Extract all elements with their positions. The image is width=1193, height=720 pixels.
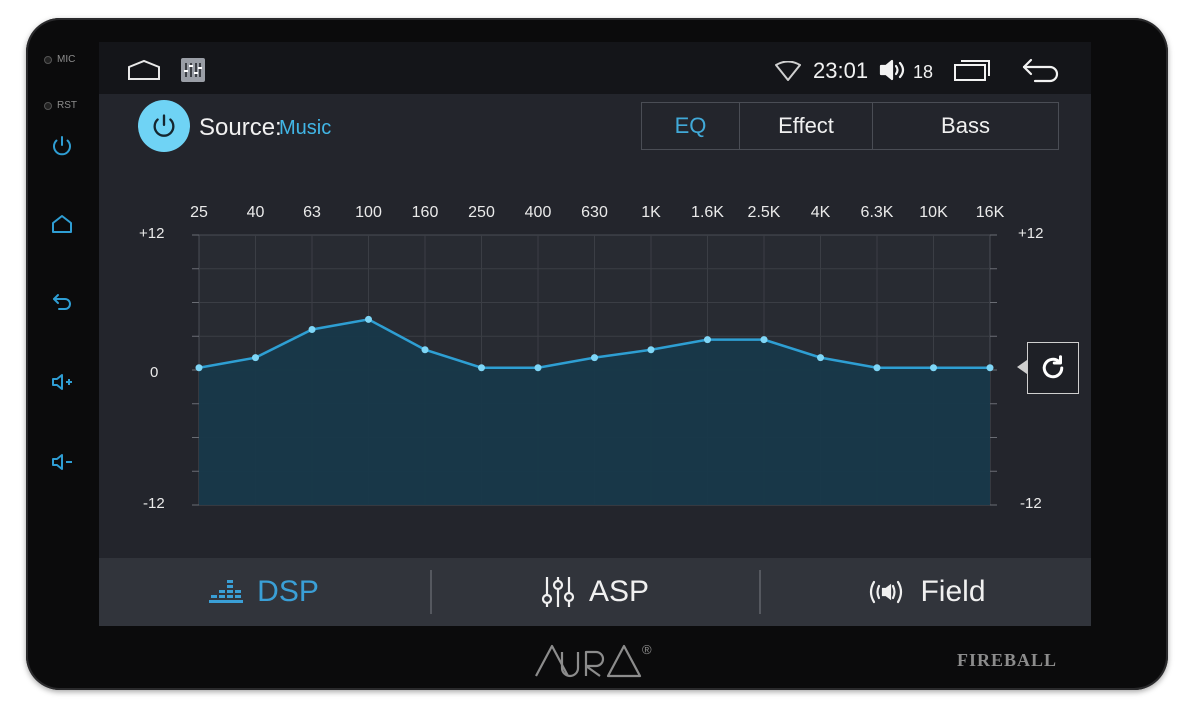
wifi-icon (775, 61, 801, 81)
clock: 23:01 (813, 58, 869, 83)
home-outline-icon (128, 59, 160, 80)
frequency-label: 2.5K (747, 204, 781, 221)
source-label: Source: (199, 114, 282, 141)
back-icon (53, 294, 71, 310)
frequency-label: 250 (468, 204, 495, 221)
equalizer-app-icon (181, 58, 205, 82)
volume-status-button[interactable] (879, 58, 907, 82)
side-power-button[interactable] (44, 128, 80, 164)
eq-band-point[interactable] (704, 336, 711, 344)
left-axis-top: +12 (139, 225, 165, 242)
eq-band-point[interactable] (308, 326, 316, 333)
eq-power-button[interactable] (138, 100, 190, 152)
mic-label: MIC (57, 54, 76, 65)
left-axis-mid: 0 (150, 364, 159, 381)
eq-band-point[interactable] (478, 364, 485, 372)
power-icon (53, 136, 71, 156)
eq-band-point[interactable] (252, 354, 259, 362)
frequency-label: 16K (975, 204, 1005, 221)
frequency-label: 6.3K (860, 204, 894, 221)
nav-asp[interactable]: ASP (432, 558, 758, 626)
eq-band-point[interactable] (591, 354, 598, 362)
eq-band-point[interactable] (873, 364, 881, 372)
frequency-label: 630 (581, 204, 608, 221)
nav-asp-label: ASP (588, 575, 650, 608)
equalizer-app-button[interactable] (181, 58, 205, 82)
side-back-button[interactable] (44, 284, 80, 320)
model-name: FIREBALL (957, 650, 1058, 670)
eq-band-point[interactable] (195, 364, 203, 372)
frequency-label: 4K (810, 204, 831, 221)
volume-down-icon (52, 454, 72, 470)
nav-dsp[interactable]: DSP (99, 558, 429, 626)
rst-label: RST (57, 100, 77, 111)
left-axis-bottom: -12 (143, 495, 165, 512)
tab-eq[interactable]: EQ (642, 103, 740, 149)
recent-apps-button[interactable] (953, 58, 993, 82)
nav-field[interactable]: Field (761, 558, 1091, 626)
screen: 23:01 18 Source: Music EQ Effect Bass 25… (99, 42, 1091, 626)
home-nav-button[interactable] (127, 56, 161, 84)
eq-graph[interactable] (99, 42, 1091, 558)
right-axis-top: +12 (1018, 225, 1044, 242)
right-axis-bottom: -12 (1020, 495, 1042, 512)
mic-indicator: MIC (44, 54, 75, 65)
tab-effect[interactable]: Effect (740, 103, 873, 149)
frequency-label: 25 (190, 204, 208, 221)
eq-band-point[interactable] (365, 315, 372, 323)
volume-up-icon (52, 374, 72, 390)
frequency-label: 160 (411, 204, 439, 221)
frequency-label: 1.6K (691, 204, 724, 221)
frequency-label: 10K (919, 204, 948, 221)
recent-apps-icon (954, 60, 990, 81)
frequency-label: 1K (641, 204, 661, 221)
speaker-icon (879, 59, 905, 81)
nav-divider (430, 570, 432, 614)
eq-band-point[interactable] (986, 364, 994, 372)
dsp-bars-icon (209, 580, 244, 603)
eq-band-point[interactable] (647, 346, 655, 354)
power-icon (153, 114, 175, 137)
eq-band-point[interactable] (760, 336, 768, 344)
frequency-label: 100 (355, 204, 382, 221)
back-button[interactable] (1021, 56, 1061, 84)
reset-icon (1042, 355, 1064, 379)
sliders-icon (541, 577, 575, 607)
side-home-button[interactable] (44, 206, 80, 242)
nav-dsp-label: DSP (257, 575, 319, 608)
wifi-status (775, 60, 801, 82)
reset-pointer (1017, 360, 1027, 374)
mode-tabs: EQ Effect Bass (641, 102, 1059, 150)
home-icon (52, 215, 72, 233)
frequency-label: 400 (524, 204, 552, 221)
eq-band-point[interactable] (817, 354, 824, 362)
surround-sound-icon (870, 580, 903, 604)
eq-band-point[interactable] (930, 364, 937, 372)
bottom-nav: DSP ASP Field (99, 558, 1091, 626)
volume-level: 18 (913, 62, 934, 82)
reset-hole: RST (44, 100, 77, 111)
frequency-label: 63 (303, 204, 321, 221)
eq-reset-button[interactable] (1027, 342, 1079, 394)
status-bar: 23:01 18 (99, 42, 1091, 94)
frequency-label: 40 (246, 204, 265, 221)
side-volume-up-button[interactable] (44, 364, 80, 400)
side-volume-down-button[interactable] (44, 444, 80, 480)
eq-area-fill (199, 319, 990, 505)
nav-field-label: Field (920, 575, 986, 608)
nav-divider (759, 570, 761, 614)
eq-band-point[interactable] (421, 346, 429, 354)
tab-bass[interactable]: Bass (941, 113, 990, 138)
registered-mark: ® (642, 642, 652, 657)
source-value[interactable]: Music (279, 117, 332, 139)
eq-band-point[interactable] (534, 364, 542, 372)
brand-logo: ® (534, 640, 664, 685)
back-arrow-icon (1022, 58, 1059, 83)
